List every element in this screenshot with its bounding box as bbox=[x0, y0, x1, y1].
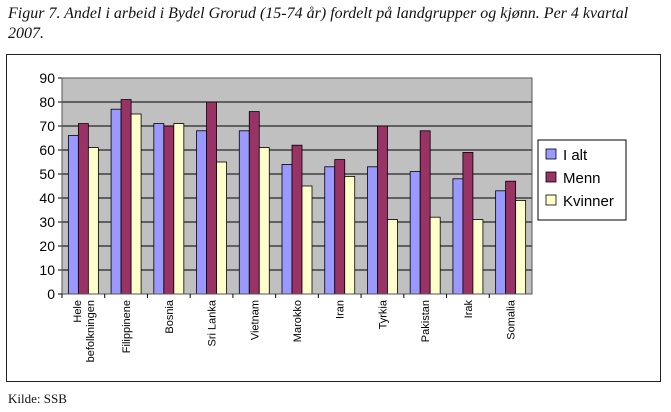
bar bbox=[258, 147, 270, 295]
x-category-label: Vietnam bbox=[249, 300, 261, 340]
y-tick-label: 30 bbox=[39, 214, 55, 230]
bar bbox=[67, 135, 79, 295]
bar bbox=[281, 164, 293, 295]
legend: I alt Menn Kvinner bbox=[537, 139, 627, 221]
x-category-label: Sri Lanka bbox=[207, 299, 219, 346]
legend-swatch bbox=[545, 194, 557, 206]
source-note: Kilde: SSB bbox=[8, 391, 67, 406]
x-category-label: Iran bbox=[335, 300, 347, 319]
bar bbox=[238, 130, 250, 295]
bar bbox=[462, 152, 474, 295]
bar bbox=[196, 130, 207, 295]
y-tick-label: 0 bbox=[47, 286, 55, 302]
bar bbox=[216, 161, 227, 295]
bar bbox=[344, 176, 356, 295]
bar bbox=[515, 199, 527, 295]
bar bbox=[206, 101, 217, 295]
chart-frame: 0 10 20 30 40 50 60 70 80 90 Helebefolkningen Filip… bbox=[6, 54, 661, 382]
bar bbox=[87, 147, 99, 295]
bar bbox=[377, 125, 388, 295]
x-category-label: Filippinene bbox=[121, 300, 133, 353]
x-category-label: Irak bbox=[463, 300, 475, 319]
y-tick-label: 90 bbox=[39, 70, 55, 86]
bar bbox=[120, 99, 132, 295]
bar bbox=[153, 123, 165, 295]
bar bbox=[419, 130, 431, 295]
x-category-label: Pakistan bbox=[420, 300, 432, 342]
x-category-label: Bosnia bbox=[164, 299, 176, 334]
legend-label: Menn bbox=[563, 170, 601, 187]
bar bbox=[130, 113, 142, 295]
bar bbox=[163, 125, 175, 295]
x-category-label: Helebefolkningen bbox=[72, 300, 97, 362]
y-tick-label: 60 bbox=[39, 142, 55, 158]
bar bbox=[324, 166, 336, 295]
plot-area: 0 10 20 30 40 50 60 70 80 90 Helebefolkningen Filip… bbox=[39, 70, 533, 362]
figure-caption: Figur 7. Andel i arbeid i Bydel Grorud (… bbox=[8, 5, 629, 42]
bar bbox=[495, 190, 507, 295]
bar bbox=[173, 123, 185, 295]
bar bbox=[77, 123, 89, 295]
y-tick-label: 10 bbox=[39, 262, 55, 278]
plot-border bbox=[61, 77, 533, 295]
y-tick-label: 20 bbox=[39, 238, 55, 254]
bar bbox=[452, 178, 464, 295]
bar bbox=[248, 111, 260, 295]
bar bbox=[505, 180, 517, 295]
bar bbox=[472, 219, 484, 295]
bar bbox=[387, 219, 398, 295]
bar bbox=[367, 166, 378, 295]
y-tick-label: 50 bbox=[39, 166, 55, 182]
legend-label: I alt bbox=[563, 147, 588, 164]
bar bbox=[301, 185, 313, 295]
y-tick-label: 40 bbox=[39, 190, 55, 206]
x-category-label: Marokko bbox=[292, 300, 304, 342]
bar bbox=[110, 108, 122, 295]
bar bbox=[409, 171, 421, 295]
x-category-label: Tyrkia bbox=[377, 299, 389, 329]
bar bbox=[429, 216, 441, 295]
bar bbox=[291, 144, 303, 295]
legend-swatch bbox=[545, 148, 557, 160]
x-category-label: Somalia bbox=[506, 299, 518, 340]
y-tick-label: 70 bbox=[39, 118, 55, 134]
legend-label: Kvinner bbox=[563, 193, 614, 210]
bar-chart: 0 10 20 30 40 50 60 70 80 90 Helebefolkningen Filip… bbox=[39, 70, 627, 362]
legend-swatch bbox=[545, 171, 557, 183]
y-tick-label: 80 bbox=[39, 94, 55, 110]
bar bbox=[334, 159, 346, 295]
